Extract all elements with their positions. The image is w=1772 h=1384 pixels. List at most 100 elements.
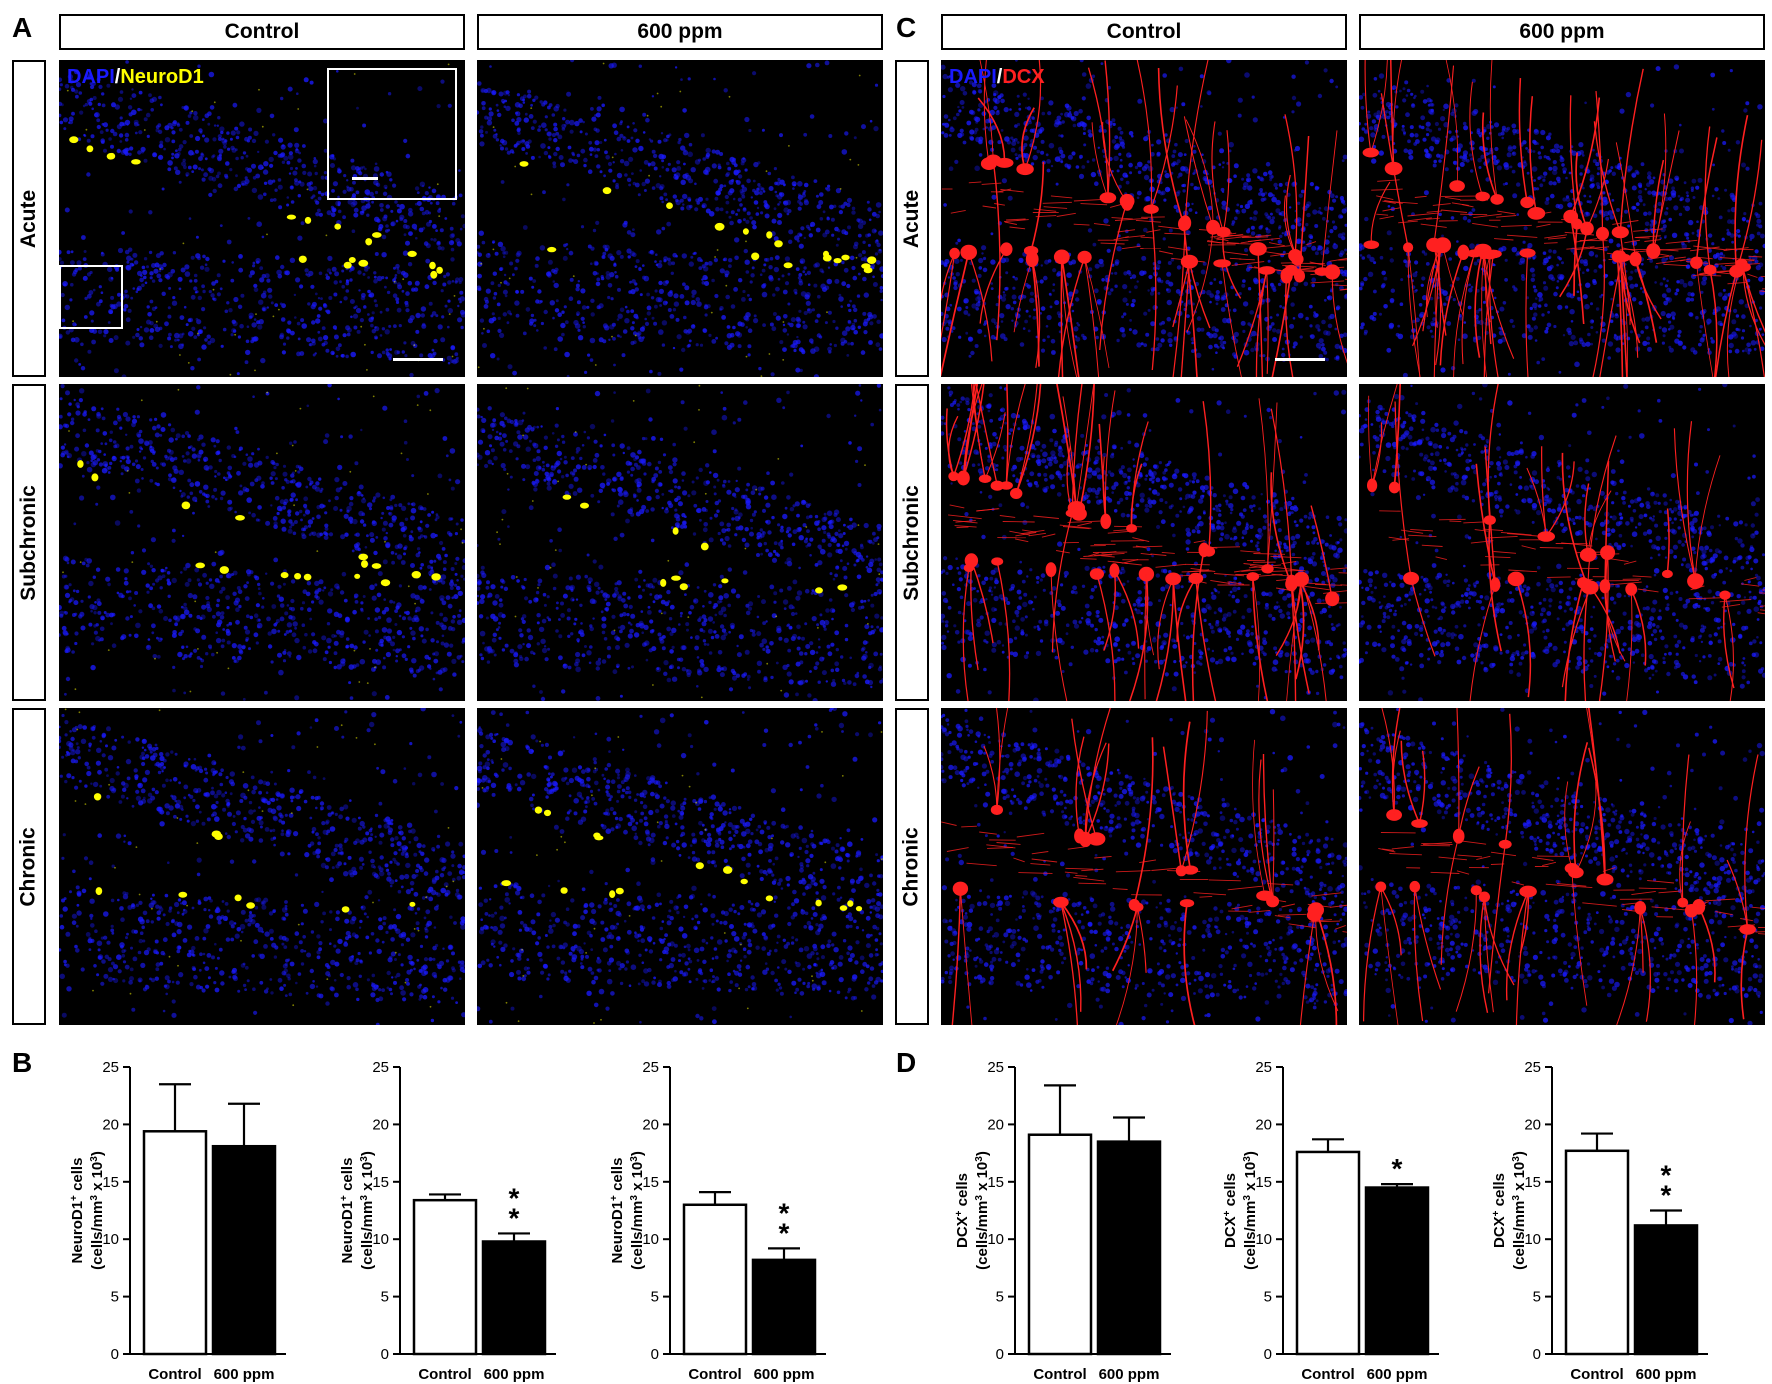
significance-marker: * * — [1661, 1160, 1672, 1211]
inset-magnified-box — [327, 68, 457, 200]
y-axis-label-line1: NeuroD1+ cells — [339, 1158, 357, 1264]
micrograph-neurod1-control-chronic — [59, 708, 465, 1025]
bar-600ppm — [1633, 1224, 1699, 1356]
y-tick-label: 25 — [1524, 1059, 1541, 1076]
y-tick-label: 0 — [651, 1346, 659, 1363]
x-tick-label: Control — [1570, 1366, 1623, 1383]
row-label-subchronic-c: Subchronic — [895, 384, 929, 701]
bar-control — [412, 1198, 478, 1356]
y-tick-label: 20 — [102, 1116, 119, 1133]
micrograph-dcx-control-subchronic — [941, 384, 1347, 701]
y-axis-label-line2: (cells/mm3 x 103) — [1242, 1151, 1260, 1270]
row-label-subchronic-a: Subchronic — [12, 384, 46, 701]
bar-chart-dcx-acute: 0 5 10 15 20 25 DCX+ cells(cells/mm3 x 103) Con… — [954, 1059, 1171, 1383]
row-label-chronic-c: Chronic — [895, 708, 929, 1025]
y-axis-label-line1: NeuroD1+ cells — [69, 1158, 87, 1264]
bar-control — [1564, 1149, 1630, 1356]
y-tick-label: 15 — [1255, 1174, 1272, 1191]
y-tick-label: 5 — [381, 1289, 389, 1306]
panel-letter-d: D — [896, 1047, 917, 1078]
x-tick-label: 600 ppm — [1367, 1366, 1428, 1383]
micrograph-dcx-600ppm-acute — [1359, 60, 1765, 377]
bar-chart-dcx-chronic: 0 5 10 15 20 25 DCX+ cells(cells/mm3 x 103) Con… — [1491, 1059, 1708, 1383]
y-tick-label: 25 — [102, 1059, 119, 1076]
y-tick-label: 20 — [642, 1116, 659, 1133]
micrograph-dcx-control-chronic — [941, 708, 1347, 1025]
x-tick-label: 600 ppm — [754, 1366, 815, 1383]
column-header-control-a: Control — [59, 14, 465, 50]
stain-label-dcx: DAPI/DCX — [949, 66, 1045, 88]
panel-letter-b: B — [12, 1047, 33, 1078]
y-tick-label: 15 — [372, 1174, 389, 1191]
y-axis-label-line1: DCX+ cells — [1491, 1173, 1509, 1248]
x-tick-label: 600 ppm — [1636, 1366, 1697, 1383]
bar-chart-dcx-subchronic: 0 5 10 15 20 25 DCX+ cells(cells/mm3 x 103) Con… — [1222, 1059, 1439, 1383]
column-header-control-c: Control — [941, 14, 1347, 50]
x-tick-label: Control — [1033, 1366, 1086, 1383]
bar-600ppm — [1364, 1186, 1430, 1356]
y-tick-label: 10 — [987, 1231, 1004, 1248]
x-tick-label: Control — [418, 1366, 471, 1383]
micrograph-dcx-600ppm-chronic — [1359, 708, 1765, 1025]
y-axis-label-line1: DCX+ cells — [1222, 1173, 1240, 1248]
row-label-acute-c: Acute — [895, 60, 929, 377]
y-tick-label: 10 — [1255, 1231, 1272, 1248]
y-tick-label: 10 — [1524, 1231, 1541, 1248]
y-axis-label-line1: DCX+ cells — [954, 1173, 972, 1248]
y-tick-label: 10 — [372, 1231, 389, 1248]
significance-marker: * — [1392, 1153, 1403, 1184]
micrograph-neurod1-600ppm-acute — [477, 60, 883, 377]
scale-bar — [1275, 358, 1325, 361]
y-tick-label: 15 — [987, 1174, 1004, 1191]
y-tick-label: 25 — [372, 1059, 389, 1076]
y-tick-label: 0 — [996, 1346, 1004, 1363]
y-tick-label: 25 — [1255, 1059, 1272, 1076]
bar-chart-neurod1-acute: 0 5 10 15 20 25 NeuroD1+ cells(cells/mm3 x 103… — [69, 1059, 286, 1383]
x-tick-label: Control — [688, 1366, 741, 1383]
significance-marker: * * — [779, 1197, 790, 1248]
y-tick-label: 5 — [111, 1289, 119, 1306]
scale-bar — [393, 358, 443, 361]
x-tick-label: 600 ppm — [484, 1366, 545, 1383]
x-tick-label: Control — [148, 1366, 201, 1383]
bar-control — [142, 1130, 208, 1356]
bar-600ppm — [481, 1240, 547, 1356]
y-tick-label: 0 — [1264, 1346, 1272, 1363]
bar-control — [1295, 1150, 1361, 1356]
y-axis-label-line2: (cells/mm3 x 103) — [359, 1151, 377, 1270]
y-tick-label: 5 — [996, 1289, 1004, 1306]
y-tick-label: 25 — [642, 1059, 659, 1076]
y-tick-label: 0 — [381, 1346, 389, 1363]
bar-600ppm — [751, 1258, 817, 1356]
y-tick-label: 20 — [987, 1116, 1004, 1133]
bar-control — [682, 1203, 748, 1356]
y-axis-label-line2: (cells/mm3 x 103) — [974, 1151, 992, 1270]
y-tick-label: 15 — [102, 1174, 119, 1191]
bar-600ppm — [1096, 1140, 1162, 1356]
y-tick-label: 0 — [111, 1346, 119, 1363]
bar-chart-neurod1-subchronic: 0 5 10 15 20 25 NeuroD1+ cells(cells/mm3 x 103… — [339, 1059, 556, 1383]
x-tick-label: Control — [1301, 1366, 1354, 1383]
y-tick-label: 15 — [1524, 1174, 1541, 1191]
micrograph-dcx-control-acute: DAPI/DCX — [941, 60, 1347, 377]
y-axis-label-line2: (cells/mm3 x 103) — [1511, 1151, 1529, 1270]
y-tick-label: 5 — [1264, 1289, 1272, 1306]
y-tick-label: 20 — [372, 1116, 389, 1133]
y-tick-label: 20 — [1524, 1116, 1541, 1133]
row-label-chronic-a: Chronic — [12, 708, 46, 1025]
y-tick-label: 15 — [642, 1174, 659, 1191]
panel-letter-c: C — [896, 12, 917, 43]
y-tick-label: 5 — [651, 1289, 659, 1306]
x-tick-label: 600 ppm — [1099, 1366, 1160, 1383]
y-tick-label: 20 — [1255, 1116, 1272, 1133]
y-tick-label: 0 — [1533, 1346, 1541, 1363]
micrograph-neurod1-control-subchronic — [59, 384, 465, 701]
y-tick-label: 10 — [642, 1231, 659, 1248]
y-tick-label: 5 — [1533, 1289, 1541, 1306]
x-tick-label: 600 ppm — [214, 1366, 275, 1383]
y-axis-label-line2: (cells/mm3 x 103) — [89, 1151, 107, 1270]
inset-source-box — [59, 265, 123, 329]
panel-letter-a: A — [12, 12, 33, 43]
y-axis-label-line1: NeuroD1+ cells — [609, 1158, 627, 1264]
column-header-600ppm-c: 600 ppm — [1359, 14, 1765, 50]
